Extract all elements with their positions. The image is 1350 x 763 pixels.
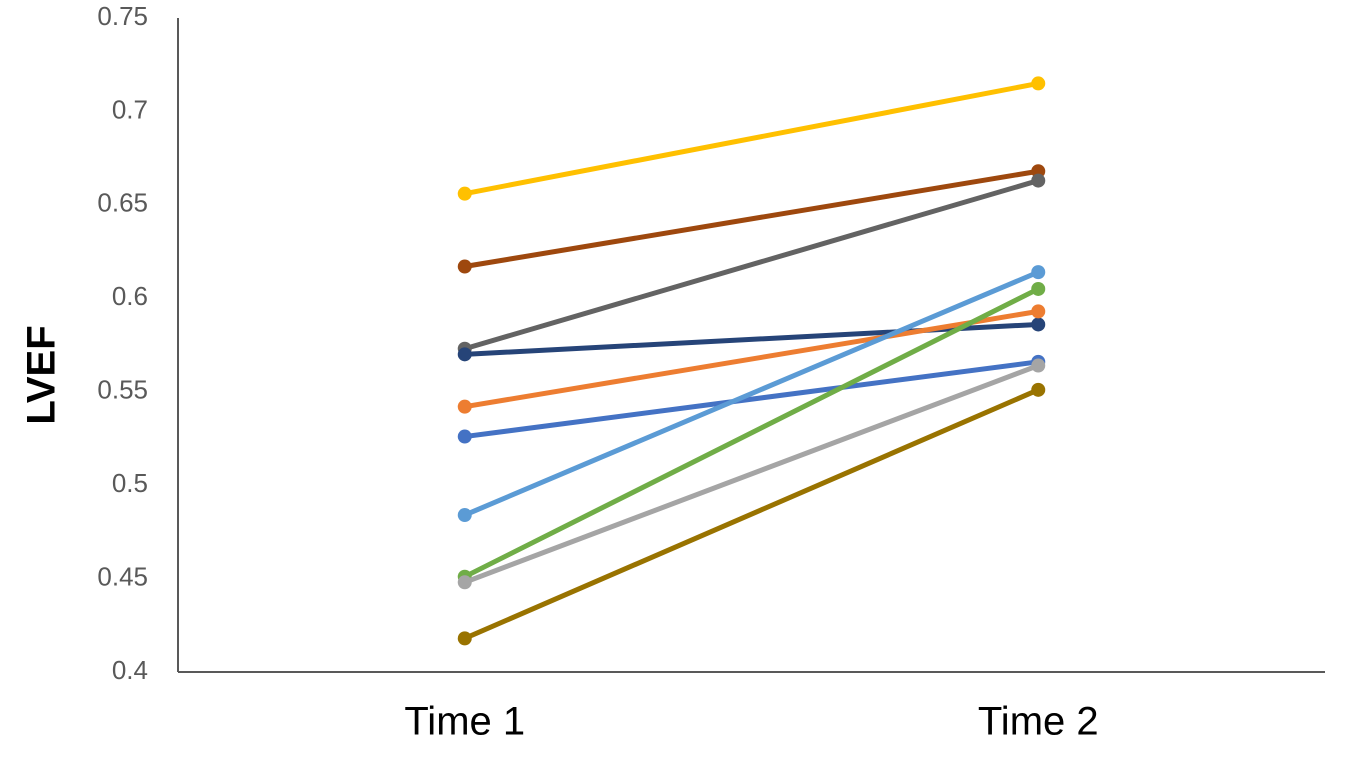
- series-line: [462, 359, 1041, 440]
- series-line: [462, 269, 1041, 518]
- point-marker: [457, 259, 472, 274]
- y-tick-label: 0.65: [97, 188, 148, 218]
- point-marker: [457, 429, 472, 444]
- point-marker: [457, 631, 472, 646]
- series-line: [462, 387, 1041, 641]
- point-marker: [457, 399, 472, 414]
- point-marker: [1031, 173, 1046, 188]
- series-line: [462, 321, 1041, 357]
- series-line: [462, 168, 1041, 270]
- point-marker: [457, 186, 472, 201]
- point-marker: [1031, 76, 1046, 91]
- point-marker: [1031, 317, 1046, 332]
- point-marker: [1031, 265, 1046, 280]
- point-marker: [1031, 358, 1046, 373]
- point-marker: [1031, 281, 1046, 296]
- point-marker: [457, 508, 472, 523]
- series-line: [462, 178, 1041, 352]
- series-line: [462, 80, 1041, 197]
- point-marker: [457, 347, 472, 362]
- y-tick-label: 0.5: [112, 468, 148, 498]
- point-marker: [1031, 382, 1046, 397]
- x-tick-label: Time 2: [978, 700, 1099, 744]
- series-line: [462, 286, 1041, 580]
- point-marker: [1031, 304, 1046, 319]
- y-tick-label: 0.45: [97, 561, 148, 591]
- x-tick-label: Time 1: [404, 700, 525, 744]
- series-line: [462, 363, 1041, 585]
- y-axis-label: LVEF: [20, 325, 64, 424]
- series-line: [462, 308, 1041, 410]
- y-tick-label: 0.55: [97, 375, 148, 405]
- y-tick-label: 0.75: [97, 1, 148, 31]
- y-tick-label: 0.4: [112, 655, 148, 685]
- y-tick-label: 0.6: [112, 281, 148, 311]
- y-tick-label: 0.7: [112, 94, 148, 124]
- point-marker: [457, 575, 472, 590]
